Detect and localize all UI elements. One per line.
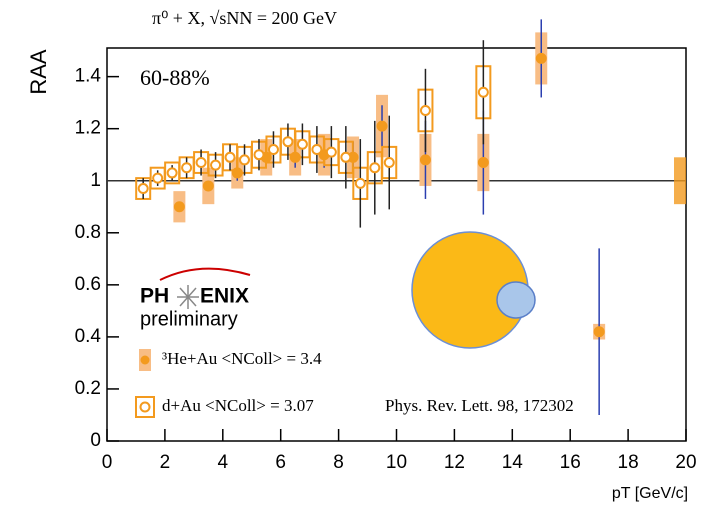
data-point [419,154,431,166]
y-tick-label: 1.2 [75,118,101,139]
y-tick-label: 1 [90,170,101,191]
y-tick-label: 0.6 [75,274,101,295]
x-tick-label: 14 [502,452,524,473]
x-tick-label: 8 [333,452,344,473]
y-tick-label: 0 [90,430,101,451]
data-point [166,167,178,179]
reference-note: Phys. Rev. Lett. 98, 172302 [385,396,574,415]
data-point [376,120,388,132]
data-point [383,157,395,169]
data-point [477,86,489,98]
data-point [202,180,214,192]
x-axis-label: pT [GeV/c] [612,485,688,502]
x-tick-label: 16 [560,452,581,473]
centrality-label: 60-88% [140,65,210,90]
x-tick-label: 2 [160,452,171,473]
logo-left: PH [140,285,169,308]
x-tick-label: 4 [218,452,229,473]
logo-right: ENIX [200,285,249,308]
logo-arc [159,267,251,281]
x-tick-label: 10 [386,452,407,473]
legend-label: d+Au <NColl> = 3.07 [162,396,314,415]
legend-marker [140,355,150,365]
data-point [296,138,308,150]
legend-label: ³He+Au <NColl> = 3.4 [162,349,322,368]
y-tick-label: 0.8 [75,222,101,243]
chart-title: π⁰ + X, √sNN = 200 GeV [152,8,337,28]
legend-sys [135,396,155,418]
nucleus-small [496,281,536,319]
data-point [195,157,207,169]
data-point [354,177,366,189]
x-tick-label: 20 [675,452,696,473]
y-tick-label: 0.2 [75,378,101,399]
data-point [267,144,279,156]
x-tick-label: 18 [618,452,639,473]
data-point [593,326,605,338]
data-point [152,172,164,184]
data-point [369,162,381,174]
data-point [173,201,185,213]
data-point [210,159,222,171]
logo-subtitle: preliminary [140,308,238,330]
data-point [340,151,352,163]
y-axis-label: RAA [26,49,51,95]
data-point [419,104,431,116]
data-point [325,146,337,158]
data-point [224,151,236,163]
y-tick-label: 1.4 [75,66,102,87]
y-tick-label: 0.4 [75,326,102,347]
x-tick-label: 6 [275,452,286,473]
x-tick-label: 12 [444,452,465,473]
data-point [282,136,294,148]
data-point [253,149,265,161]
data-point [477,157,489,169]
data-point [535,52,547,64]
data-point [137,183,149,195]
legend-marker [139,401,151,413]
data-point [181,162,193,174]
data-point [311,144,323,156]
normalization-box [674,157,686,205]
logo-star [177,285,199,309]
data-point [239,154,251,166]
x-tick-label: 0 [102,452,113,473]
